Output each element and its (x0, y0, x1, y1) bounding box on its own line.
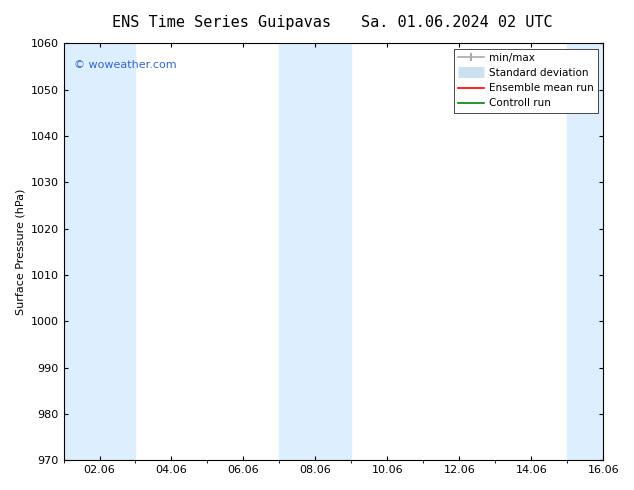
Bar (567, 44, 603, 460)
Bar (63, 44, 136, 460)
Y-axis label: Surface Pressure (hPa): Surface Pressure (hPa) (15, 189, 25, 315)
Text: Sa. 01.06.2024 02 UTC: Sa. 01.06.2024 02 UTC (361, 15, 552, 30)
Text: ENS Time Series Guipavas: ENS Time Series Guipavas (112, 15, 332, 30)
Bar (280, 44, 351, 460)
Legend: min/max, Standard deviation, Ensemble mean run, Controll run: min/max, Standard deviation, Ensemble me… (454, 49, 598, 113)
Text: © woweather.com: © woweather.com (74, 60, 177, 70)
